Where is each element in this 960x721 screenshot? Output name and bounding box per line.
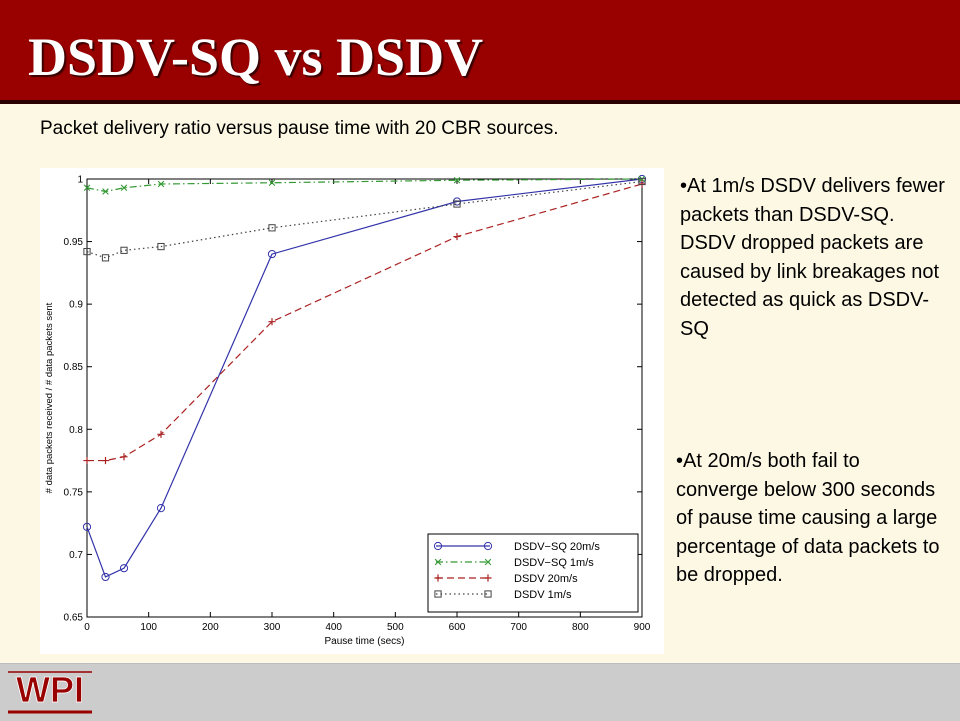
data-point-s1-5: [453, 176, 461, 184]
data-point-s3-3: [157, 242, 165, 251]
data-point-s2-5: [453, 232, 461, 241]
data-point-s2-6: [638, 180, 646, 188]
x-tick-label: 700: [510, 622, 527, 633]
data-point-s1-2: [120, 184, 128, 192]
bullet-point-2: •At 20m/s both fail to converge below 30…: [676, 450, 940, 586]
x-tick-label: 500: [387, 622, 404, 633]
series-line-3: [86, 180, 643, 259]
data-point-s0-5: [452, 197, 462, 206]
footer-bar: [0, 663, 960, 721]
data-point-s1-1: [102, 188, 109, 195]
data-point-s0-3: [156, 504, 166, 513]
bullet-point-1: •At 1m/s DSDV delivers fewer packets tha…: [680, 175, 945, 340]
x-tick-label: 400: [325, 622, 342, 633]
title-bar: DSDV-SQ vs DSDV: [0, 0, 960, 104]
slide-subtitle: Packet delivery ratio versus pause time …: [40, 118, 559, 139]
data-point-s3-2: [120, 246, 128, 254]
data-point-s1-3: [157, 180, 165, 188]
y-tick-label: 0.8: [69, 425, 83, 436]
y-tick-label: 0.85: [64, 362, 84, 373]
data-point-s2-4: [268, 318, 276, 326]
y-tick-label: 0.9: [69, 300, 83, 311]
data-point-s0-1: [101, 572, 110, 582]
data-point-s0-4: [267, 249, 277, 259]
legend-entry-3: DSDV 1m/s: [514, 589, 572, 601]
data-point-s2-0: [83, 456, 91, 465]
legend-box: [427, 533, 639, 613]
x-tick-label: 300: [264, 622, 281, 633]
y-tick-label: 0.95: [64, 237, 84, 248]
data-point-s2-3: [157, 430, 165, 438]
chart-container: 0 100 200 300 400 500 600 700 800 900 0.65 0.7 0.75 0…: [40, 168, 664, 654]
x-tick-label: 800: [572, 622, 589, 633]
data-point-s1-4: [268, 179, 276, 187]
legend-marker-end-1: [484, 558, 492, 566]
x-axis-label: Pause time (secs): [324, 636, 404, 647]
data-point-s3-6: [638, 177, 646, 186]
legend-marker-2: [434, 574, 442, 582]
data-point-s1-6: [638, 175, 646, 183]
data-point-s3-1: [101, 254, 110, 262]
data-point-s3-4: [268, 224, 276, 232]
data-point-s3-0: [83, 247, 91, 256]
data-point-s0-2: [119, 564, 129, 573]
x-tick-label: 100: [140, 622, 157, 633]
legend-entry-2: DSDV 20m/s: [514, 573, 578, 585]
x-tick-label: 600: [449, 622, 466, 633]
delivery-ratio-chart: 0 100 200 300 400 500 600 700 800 900 0.65 0.7 0.75 0…: [44, 175, 651, 648]
y-tick-label: 0.65: [64, 613, 84, 624]
data-point-s3-5: [453, 200, 461, 208]
x-tick-label: 0: [84, 622, 90, 633]
legend-marker-0: [433, 541, 443, 551]
wpi-logo: WPI: [8, 669, 92, 714]
svg-text:WPI: WPI: [16, 669, 84, 710]
series-line-0: [86, 178, 643, 578]
data-point-s2-1: [101, 456, 110, 465]
legend-marker-end-3: [484, 590, 492, 598]
slide-title: DSDV-SQ vs DSDV: [28, 27, 484, 87]
legend-marker-1: [434, 558, 442, 566]
data-point-s0-0: [82, 522, 92, 531]
legend-marker-3: [434, 590, 442, 598]
y-tick-label: 0.75: [64, 487, 84, 498]
plot-frame: [86, 178, 643, 618]
data-point-s2-2: [120, 453, 128, 461]
series-line-2: [87, 183, 643, 462]
x-tick-label: 900: [634, 622, 651, 633]
legend-marker-end-2: [484, 574, 492, 582]
data-point-s1-0: [83, 184, 91, 192]
legend-marker-end-0: [483, 541, 493, 551]
legend-entry-0: DSDV−SQ 20m/s: [514, 541, 600, 553]
y-axis-label: # data packets received / # data packets…: [44, 302, 55, 493]
y-tick-label: 1: [77, 175, 83, 186]
y-tick-label: 0.7: [69, 550, 83, 561]
x-tick-label: 200: [202, 622, 219, 633]
legend-entry-1: DSDV−SQ 1m/s: [514, 557, 594, 569]
